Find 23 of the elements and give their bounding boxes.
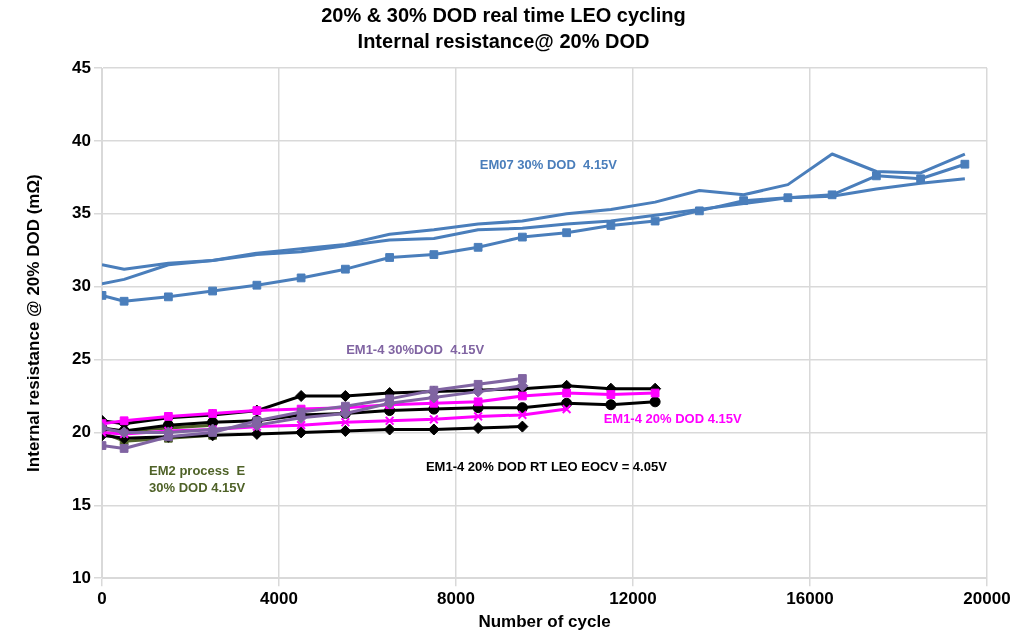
y-tick-label: 35 [72,203,91,223]
y-tick-label: 20 [72,422,91,442]
y-tick-label: 15 [72,495,91,514]
y-axis-title: Internal resistance @ 20% DOD (mΩ) [23,174,43,472]
text: EM1-4 20% DOD 4.15V [603,410,742,426]
y-tick-label: 40 [72,130,91,150]
y-tick-label: 45 [72,57,91,77]
x-tick-label: 8000 [437,589,475,609]
series-label: EM2 process E 30% DOD 4.15V [149,462,246,495]
x-tick-label: 0 [97,589,107,609]
x-tick-label: 20000 [963,589,1011,609]
series-label: EM1-4 20% DOD RT LEO EOCV = 4.05V [425,459,668,475]
x-axis-title: Number of cycle [478,612,611,632]
x-tick-label: 12000 [609,589,657,609]
text: EM07 30% DOD 4.15V [479,156,618,172]
series-label: EM1-4 30%DOD 4.15V [346,341,485,357]
chart-title: 20% & 30% DOD real time LEO cycling [321,3,686,26]
y-tick-label: 25 [72,349,91,369]
x-tick-label: 4000 [260,589,298,609]
y-tick-label: 10 [72,567,91,587]
y-tick-label: 30 [72,276,91,296]
x-tick-label: 16000 [786,589,834,609]
chart-subtitle: Internal resistance@ 20% DOD [357,29,650,52]
